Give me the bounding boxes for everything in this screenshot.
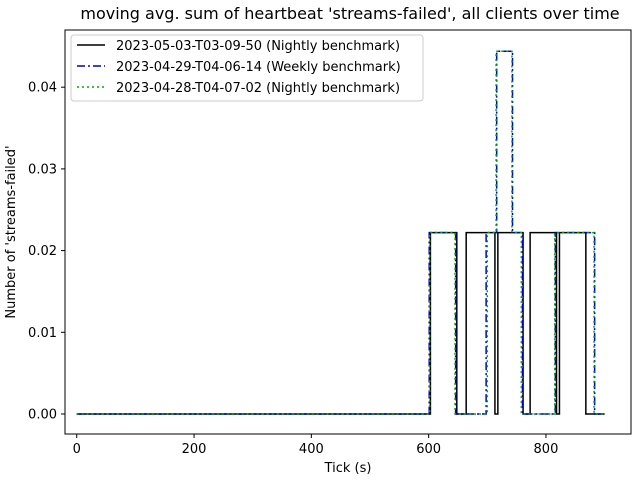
x-tick-label: 800 xyxy=(534,442,559,457)
legend-label-2: 2023-04-28-T04-07-02 (Nightly benchmark) xyxy=(116,81,400,96)
y-tick-label: 0.00 xyxy=(28,407,57,422)
y-axis: 0.00 0.01 0.02 0.03 0.04 xyxy=(28,81,65,422)
legend-label-0: 2023-05-03-T03-09-50 (Nightly benchmark) xyxy=(116,39,400,54)
x-axis: 0 200 400 600 800 xyxy=(73,434,559,457)
plot-frame xyxy=(64,29,632,435)
legend-label-1: 2023-04-29-T04-06-14 (Weekly benchmark) xyxy=(116,60,401,75)
x-tick-label: 600 xyxy=(416,442,441,457)
x-tick-label: 400 xyxy=(299,442,324,457)
y-tick-label: 0.01 xyxy=(28,326,57,341)
x-tick-label: 200 xyxy=(182,442,207,457)
legend-box xyxy=(70,34,424,102)
y-tick-label: 0.04 xyxy=(28,81,57,96)
chart-title: moving avg. sum of heartbeat 'streams-fa… xyxy=(80,4,619,23)
series-line-2 xyxy=(76,50,605,415)
y-tick-label: 0.03 xyxy=(28,162,57,177)
y-axis-title: Number of 'streams-failed' xyxy=(4,145,19,318)
x-tick-label: 0 xyxy=(73,442,81,457)
legend: 2023-05-03-T03-09-50 (Nightly benchmark)… xyxy=(70,34,424,102)
x-axis-title: Tick (s) xyxy=(324,461,372,476)
series-line-0 xyxy=(76,231,605,415)
series-layer xyxy=(76,50,605,415)
y-tick-label: 0.02 xyxy=(28,244,57,259)
